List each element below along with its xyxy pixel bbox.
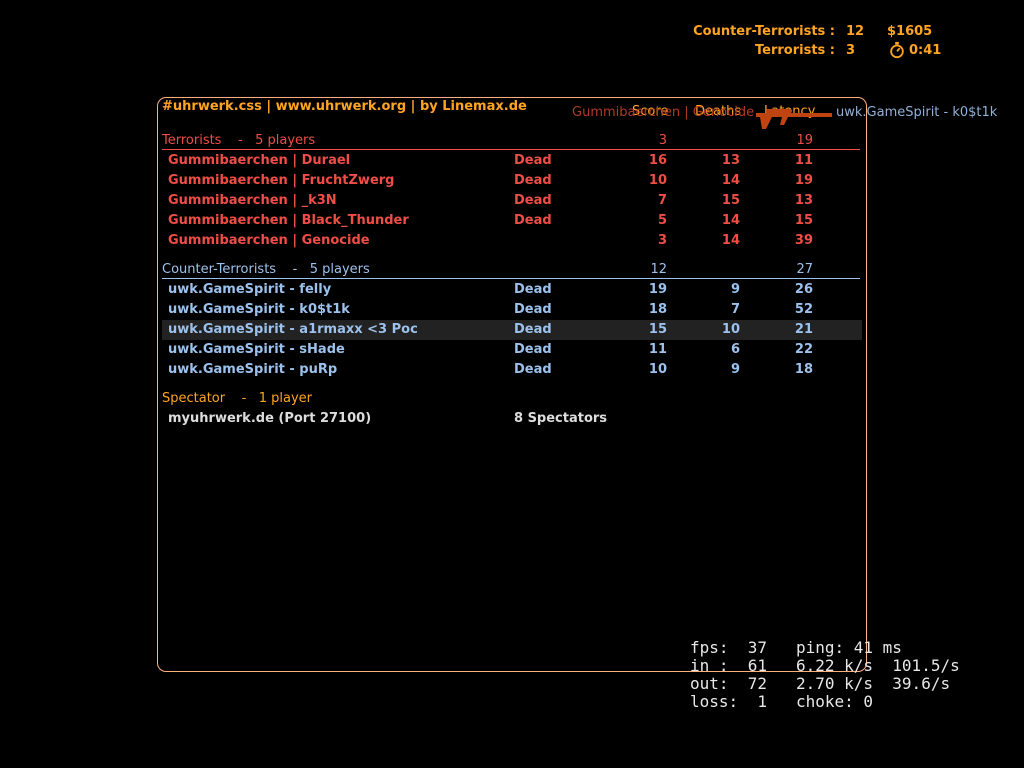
terrorists-team-score: 3 [658, 133, 667, 148]
ct-team-score: 12 [846, 24, 865, 39]
spectator-row[interactable]: myuhrwerk.de (Port 27100) 8 Spectators [162, 409, 862, 429]
team-player-count: 5 players [255, 133, 316, 148]
player-deaths: 14 [721, 213, 740, 228]
scoreboard-panel [157, 97, 867, 672]
player-name: uwk.GameSpirit - sHade [168, 342, 345, 357]
player-score: 16 [648, 153, 667, 168]
spectator-header: Spectator - 1 player [162, 391, 312, 406]
col-score-header: Score [632, 104, 669, 119]
player-deaths: 9 [730, 362, 740, 377]
team-player-count: 1 player [258, 391, 313, 406]
netgraph-line-2: in : 61 6.22 k/s 101.5/s [690, 656, 960, 675]
player-row[interactable]: uwk.GameSpirit - felly Dead 19 9 26 [162, 280, 862, 300]
money-display: $1605 [887, 24, 933, 39]
player-row-local[interactable]: uwk.GameSpirit - a1rmaxx <3 Poc Dead 15 … [162, 320, 862, 340]
player-score: 18 [648, 302, 667, 317]
team-player-count: 5 players [309, 262, 370, 277]
ct-team-label: Counter-Terrorists : [693, 24, 835, 39]
killfeed-killer: Gummibaerchen | Genocide [572, 105, 755, 120]
team-name: Counter-Terrorists [162, 262, 277, 277]
player-latency: 52 [794, 302, 813, 317]
player-name: uwk.GameSpirit - a1rmaxx <3 Poc [168, 322, 418, 337]
player-score: 15 [648, 322, 667, 337]
netgraph-line-3: out: 72 2.70 k/s 39.6/s [690, 674, 951, 693]
player-row[interactable]: Gummibaerchen | Durael Dead 16 13 11 [162, 151, 862, 171]
terrorists-team-header: Terrorists - 5 players [162, 133, 315, 148]
player-name: uwk.GameSpirit - k0$t1k [168, 302, 350, 317]
player-status: Dead [514, 362, 552, 377]
netgraph-line-4: loss: 1 choke: 0 [690, 692, 874, 711]
player-row[interactable]: uwk.GameSpirit - k0$t1k Dead 18 7 52 [162, 300, 862, 320]
player-status: Dead [514, 153, 552, 168]
server-title: #uhrwerk.css | www.uhrwerk.org | by Line… [162, 99, 527, 114]
team-sep: - [241, 391, 247, 406]
team-name: Terrorists [162, 133, 222, 148]
round-timer: 0:41 [909, 43, 942, 58]
player-name: myuhrwerk.de (Port 27100) [168, 411, 372, 426]
player-latency: 39 [794, 233, 813, 248]
col-deaths-header: Deaths [695, 104, 742, 119]
player-status: Dead [514, 193, 552, 208]
player-deaths: 13 [721, 153, 740, 168]
netgraph-line-1: fps: 37 ping: 41 ms [690, 638, 902, 657]
player-row[interactable]: Gummibaerchen | _k3N Dead 7 15 13 [162, 191, 862, 211]
player-row[interactable]: Gummibaerchen | FruchtZwerg Dead 10 14 1… [162, 171, 862, 191]
player-row[interactable]: Gummibaerchen | Genocide 3 14 39 [162, 231, 862, 251]
player-name: Gummibaerchen | Black_Thunder [168, 213, 409, 228]
player-status: Dead [514, 213, 552, 228]
team-name: Spectator [162, 391, 226, 406]
player-latency: 21 [794, 322, 813, 337]
player-name: Gummibaerchen | Genocide [168, 233, 370, 248]
ct-team-score-col: 12 [650, 262, 667, 277]
player-name: uwk.GameSpirit - puRp [168, 362, 338, 377]
player-row[interactable]: Gummibaerchen | Black_Thunder Dead 5 14 … [162, 211, 862, 231]
player-latency: 26 [794, 282, 813, 297]
player-name: Gummibaerchen | Durael [168, 153, 351, 168]
t-team-label: Terrorists : [755, 43, 835, 58]
player-deaths: 15 [721, 193, 740, 208]
t-team-score: 3 [846, 43, 856, 58]
ct-divider [162, 278, 860, 279]
player-status: Dead [514, 302, 552, 317]
player-score: 19 [648, 282, 667, 297]
player-latency: 15 [794, 213, 813, 228]
player-status: Dead [514, 282, 552, 297]
player-latency: 18 [794, 362, 813, 377]
killfeed-victim: uwk.GameSpirit - k0$t1k [836, 105, 998, 120]
player-name: Gummibaerchen | _k3N [168, 193, 337, 208]
player-deaths: 9 [730, 282, 740, 297]
team-sep: - [292, 262, 298, 277]
player-status: Dead [514, 173, 552, 188]
player-latency: 13 [794, 193, 813, 208]
terrorists-team-latency: 19 [796, 133, 813, 148]
sniper-rifle-icon [756, 109, 836, 139]
stopwatch-icon [888, 41, 906, 63]
ct-team-header: Counter-Terrorists - 5 players [162, 262, 370, 277]
player-score: 5 [657, 213, 667, 228]
player-row[interactable]: uwk.GameSpirit - sHade Dead 11 6 22 [162, 340, 862, 360]
player-name: Gummibaerchen | FruchtZwerg [168, 173, 395, 188]
player-status: 8 Spectators [514, 411, 608, 426]
player-status: Dead [514, 322, 552, 337]
player-score: 7 [657, 193, 667, 208]
player-score: 11 [648, 342, 667, 357]
player-deaths: 6 [730, 342, 740, 357]
player-latency: 11 [794, 153, 813, 168]
player-row[interactable]: uwk.GameSpirit - puRp Dead 10 9 18 [162, 360, 862, 380]
player-score: 10 [648, 362, 667, 377]
terrorists-divider [162, 149, 860, 150]
player-status: Dead [514, 342, 552, 357]
player-score: 10 [648, 173, 667, 188]
player-name: uwk.GameSpirit - felly [168, 282, 332, 297]
team-sep: - [238, 133, 243, 148]
player-deaths: 7 [730, 302, 740, 317]
ct-team-latency: 27 [796, 262, 813, 277]
player-latency: 19 [794, 173, 813, 188]
player-latency: 22 [794, 342, 813, 357]
player-score: 3 [657, 233, 667, 248]
player-deaths: 10 [721, 322, 740, 337]
player-deaths: 14 [721, 173, 740, 188]
player-deaths: 14 [721, 233, 740, 248]
